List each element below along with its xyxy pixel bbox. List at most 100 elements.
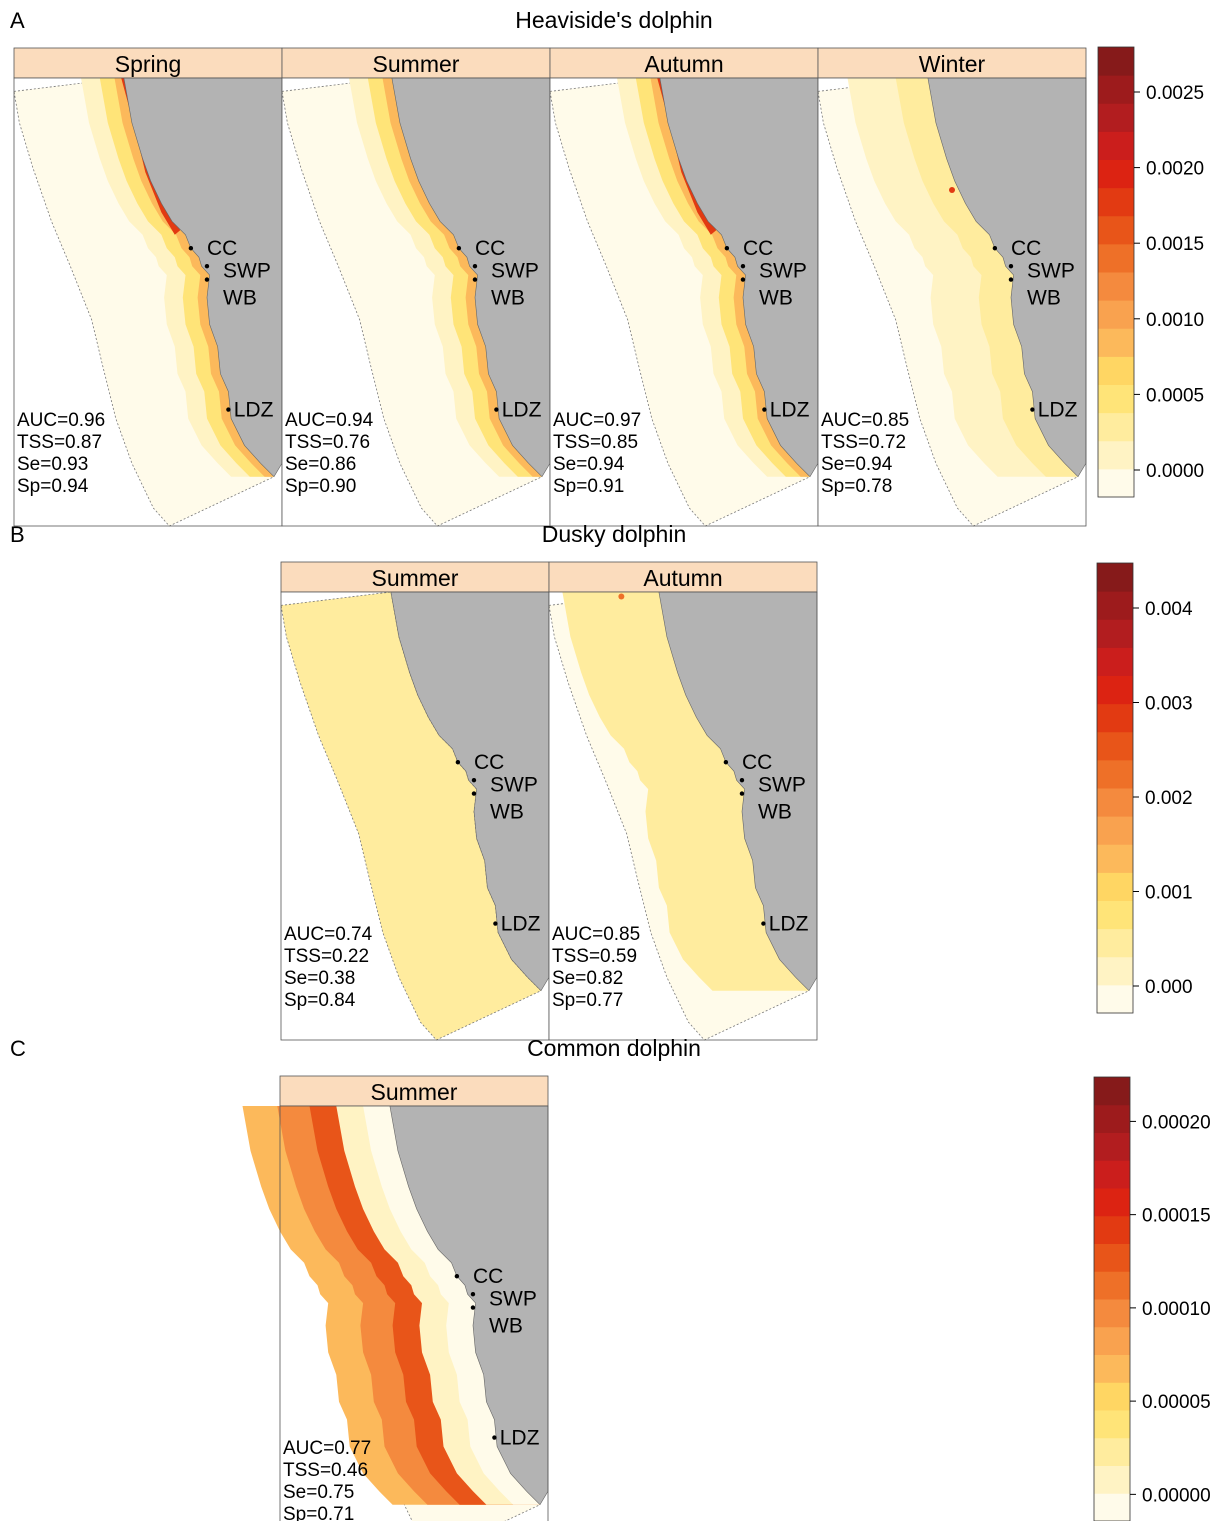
- legend-swatch: [1094, 1465, 1130, 1494]
- legend-swatch: [1098, 47, 1134, 76]
- site-marker: [493, 921, 498, 926]
- map-frame: [279, 1105, 549, 1521]
- stat-tss: TSS=0.87: [17, 432, 102, 453]
- legend-tick-label: 0.00015: [1142, 1206, 1211, 1227]
- legend-swatch: [1094, 1215, 1130, 1244]
- legend-swatch: [1097, 984, 1133, 1014]
- legend-swatch: [1094, 1104, 1130, 1133]
- site-label: SWP: [759, 260, 807, 283]
- legend-tick-label: 0.002: [1145, 788, 1193, 809]
- land: [391, 77, 551, 478]
- legend-swatch: [1094, 1299, 1130, 1328]
- legend-swatch: [1097, 619, 1133, 648]
- site-marker: [740, 263, 746, 269]
- stat-se: Se=0.82: [552, 968, 623, 989]
- site-label: CC: [207, 237, 237, 260]
- site-label: LDZ: [769, 913, 809, 936]
- legend-swatch: [1097, 759, 1133, 789]
- legend-tick-label: 0.0025: [1146, 83, 1204, 104]
- site-label: LDZ: [502, 399, 542, 422]
- site-label: CC: [475, 237, 505, 260]
- season-strip: [280, 561, 550, 593]
- stat-sp: Sp=0.91: [553, 476, 624, 497]
- panel-title: Common dolphin: [527, 1035, 701, 1061]
- legend-swatch: [1094, 1188, 1130, 1217]
- site-label: WB: [759, 287, 793, 310]
- legend-tick-label: 0.00005: [1142, 1392, 1211, 1413]
- site-marker: [724, 246, 730, 251]
- legend-frame: [1093, 1076, 1131, 1521]
- stat-auc: AUC=0.85: [552, 924, 640, 945]
- site-marker: [471, 777, 477, 783]
- nearshore-band: [650, 78, 810, 477]
- legend-swatch: [1097, 928, 1133, 958]
- legend-swatch: [1098, 440, 1134, 470]
- hotspot: [618, 593, 625, 600]
- land: [659, 77, 819, 478]
- legend-swatch: [1094, 1382, 1130, 1411]
- legend-tick-label: 0.000: [1145, 977, 1193, 998]
- site-marker: [739, 777, 745, 783]
- legend-tick-label: 0.0000: [1146, 461, 1204, 482]
- stat-se: Se=0.86: [285, 454, 356, 475]
- site-marker: [762, 407, 767, 412]
- legend-swatch: [1098, 187, 1134, 217]
- site-label: LDZ: [1038, 399, 1078, 422]
- legend-swatch: [1098, 103, 1134, 132]
- legend-tick-label: 0.001: [1145, 883, 1193, 904]
- legend-swatch: [1097, 872, 1133, 901]
- legend-tick-label: 0.0005: [1146, 385, 1204, 406]
- stat-sp: Sp=0.71: [283, 1504, 354, 1521]
- season-strip: [13, 47, 283, 79]
- site-marker: [471, 791, 477, 796]
- legend-swatch: [1094, 1077, 1130, 1106]
- site-label: LDZ: [234, 399, 274, 422]
- season-strip: [817, 47, 1087, 79]
- panel-a: A Heaviside's dolphinSpringCCSWPWBLDZAUC=…: [10, 7, 1204, 527]
- site-label: WB: [489, 1315, 523, 1338]
- site-label: WB: [223, 287, 257, 310]
- legend-swatch: [1097, 788, 1133, 817]
- site-label: CC: [473, 1265, 503, 1288]
- site-marker: [992, 246, 998, 251]
- legend-swatch: [1097, 675, 1133, 705]
- legend-swatch: [1097, 956, 1133, 986]
- legend-swatch: [1098, 75, 1134, 104]
- legend-tick-label: 0.00010: [1142, 1299, 1211, 1320]
- legend-swatch: [1097, 816, 1133, 845]
- site-label: SWP: [491, 260, 539, 283]
- site-label: CC: [1011, 237, 1041, 260]
- site-label: SWP: [1027, 260, 1075, 283]
- legend-swatch: [1098, 328, 1134, 357]
- stat-tss: TSS=0.22: [284, 946, 369, 967]
- coastal-band: [895, 78, 1078, 477]
- legend-tick-label: 0.00020: [1142, 1112, 1211, 1133]
- land: [390, 591, 550, 992]
- site-marker: [492, 1435, 497, 1440]
- season-label: Autumn: [644, 51, 723, 77]
- site-label: WB: [758, 801, 792, 824]
- land: [389, 1105, 549, 1506]
- site-marker: [204, 263, 210, 269]
- legend-swatch: [1094, 1354, 1130, 1383]
- stat-sp: Sp=0.78: [821, 476, 892, 497]
- stat-auc: AUC=0.97: [553, 410, 641, 431]
- stat-se: Se=0.38: [284, 968, 355, 989]
- stat-se: Se=0.94: [553, 454, 625, 475]
- stat-auc: AUC=0.85: [821, 410, 909, 431]
- shelf-band: [562, 592, 809, 991]
- site-label: LDZ: [500, 1427, 540, 1450]
- legend-swatch: [1098, 159, 1134, 189]
- site-label: SWP: [758, 774, 806, 797]
- site-label: LDZ: [501, 913, 541, 936]
- stat-sp: Sp=0.84: [284, 990, 356, 1011]
- site-label: SWP: [490, 774, 538, 797]
- legend-swatch: [1094, 1326, 1130, 1355]
- site-marker: [1008, 277, 1014, 282]
- site-marker: [739, 791, 745, 796]
- legend-swatch: [1094, 1437, 1130, 1466]
